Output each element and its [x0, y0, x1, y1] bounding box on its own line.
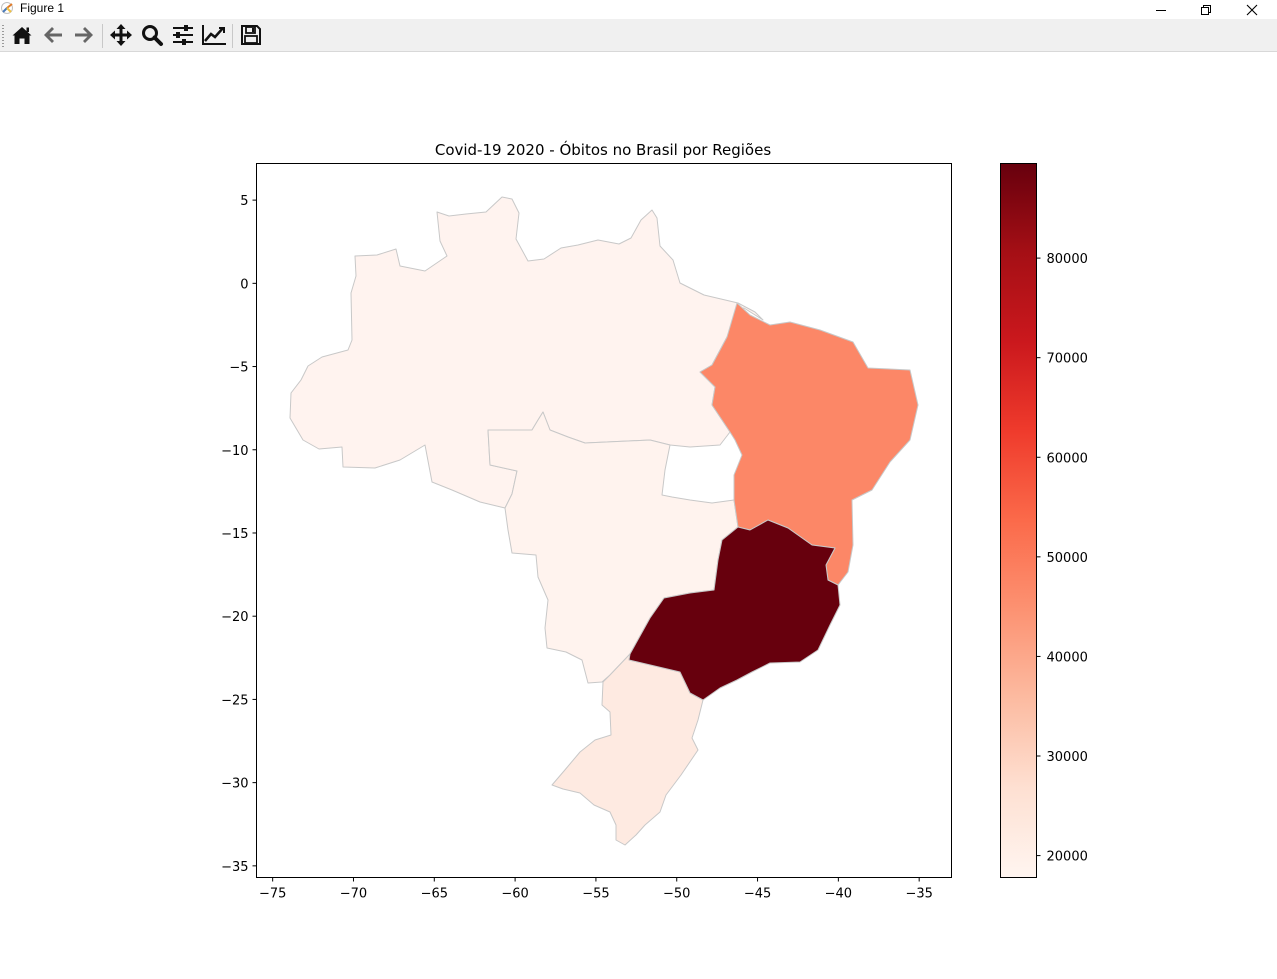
x-tick-label: −55 [582, 887, 609, 902]
colorbar-tick-label: 40000 [1047, 650, 1088, 665]
move-icon [110, 24, 132, 46]
pan-button[interactable] [108, 22, 134, 48]
y-tick-label: −35 [221, 860, 248, 875]
toolbar-separator [232, 24, 233, 48]
minimize-button[interactable] [1138, 0, 1184, 19]
region-sudeste[interactable] [628, 519, 841, 701]
y-tick-label: 0 [240, 277, 248, 292]
edit-axis-button[interactable] [201, 22, 227, 48]
figure-canvas[interactable]: Covid-19 2020 - Óbitos no Brasil por Reg… [0, 52, 1277, 979]
region-sul[interactable] [551, 653, 704, 846]
close-icon [1246, 4, 1258, 15]
chart: Covid-19 2020 - Óbitos no Brasil por Reg… [221, 140, 1088, 902]
colorbar-tick-label: 30000 [1047, 750, 1088, 765]
colorbar-tick-label: 80000 [1047, 252, 1088, 267]
toolbar-grip [2, 25, 4, 47]
x-axis: −75 −70 −65 −60 −55 −50 −45 −40 −35 [259, 877, 933, 902]
line-chart-icon [202, 25, 226, 45]
y-tick-label: −5 [229, 361, 248, 376]
forward-button[interactable] [71, 22, 97, 48]
x-tick-label: −70 [340, 887, 367, 902]
floppy-disk-icon [241, 25, 261, 45]
x-tick-label: −60 [501, 887, 528, 902]
colorbar-tick-label: 50000 [1047, 551, 1088, 566]
x-tick-label: −75 [259, 887, 286, 902]
zoom-button[interactable] [139, 22, 165, 48]
restore-icon [1201, 4, 1211, 15]
x-tick-label: −65 [421, 887, 448, 902]
colorbar [1000, 163, 1037, 878]
colorbar-tick-label: 60000 [1047, 451, 1088, 466]
sliders-icon [173, 25, 193, 45]
colorbar-axis: 20000 30000 40000 50000 60000 70000 80000 [1036, 252, 1088, 865]
toolbar-separator [102, 24, 103, 48]
close-button[interactable] [1229, 0, 1275, 19]
home-button[interactable] [9, 22, 35, 48]
y-tick-label: 5 [240, 194, 248, 209]
configure-subplots-button[interactable] [170, 22, 196, 48]
matplotlib-app-icon [1, 2, 13, 14]
window-title: Figure 1 [20, 1, 65, 15]
colorbar-tick-label: 70000 [1047, 352, 1088, 367]
y-tick-label: −10 [221, 444, 248, 459]
home-icon [12, 27, 32, 44]
magnifier-icon [142, 25, 163, 46]
minimize-icon [1156, 9, 1166, 11]
y-tick-label: −25 [221, 693, 248, 708]
y-tick-label: −30 [221, 777, 248, 792]
arrow-right-icon [75, 27, 93, 43]
back-button[interactable] [40, 22, 66, 48]
colorbar-tick-label: 20000 [1047, 850, 1088, 865]
y-tick-label: −20 [221, 610, 248, 625]
window-titlebar: Figure 1 [0, 0, 1277, 19]
y-tick-label: −15 [221, 527, 248, 542]
x-tick-label: −50 [663, 887, 690, 902]
chart-title: Covid-19 2020 - Óbitos no Brasil por Reg… [435, 140, 771, 159]
y-axis: 5 0 −5 −10 −15 −20 −25 −30 −35 [221, 194, 257, 875]
restore-button[interactable] [1183, 0, 1229, 19]
x-tick-label: −45 [744, 887, 771, 902]
x-tick-label: −35 [905, 887, 932, 902]
save-button[interactable] [238, 22, 264, 48]
navigation-toolbar [0, 19, 1277, 52]
arrow-left-icon [44, 27, 62, 43]
x-tick-label: −40 [825, 887, 852, 902]
